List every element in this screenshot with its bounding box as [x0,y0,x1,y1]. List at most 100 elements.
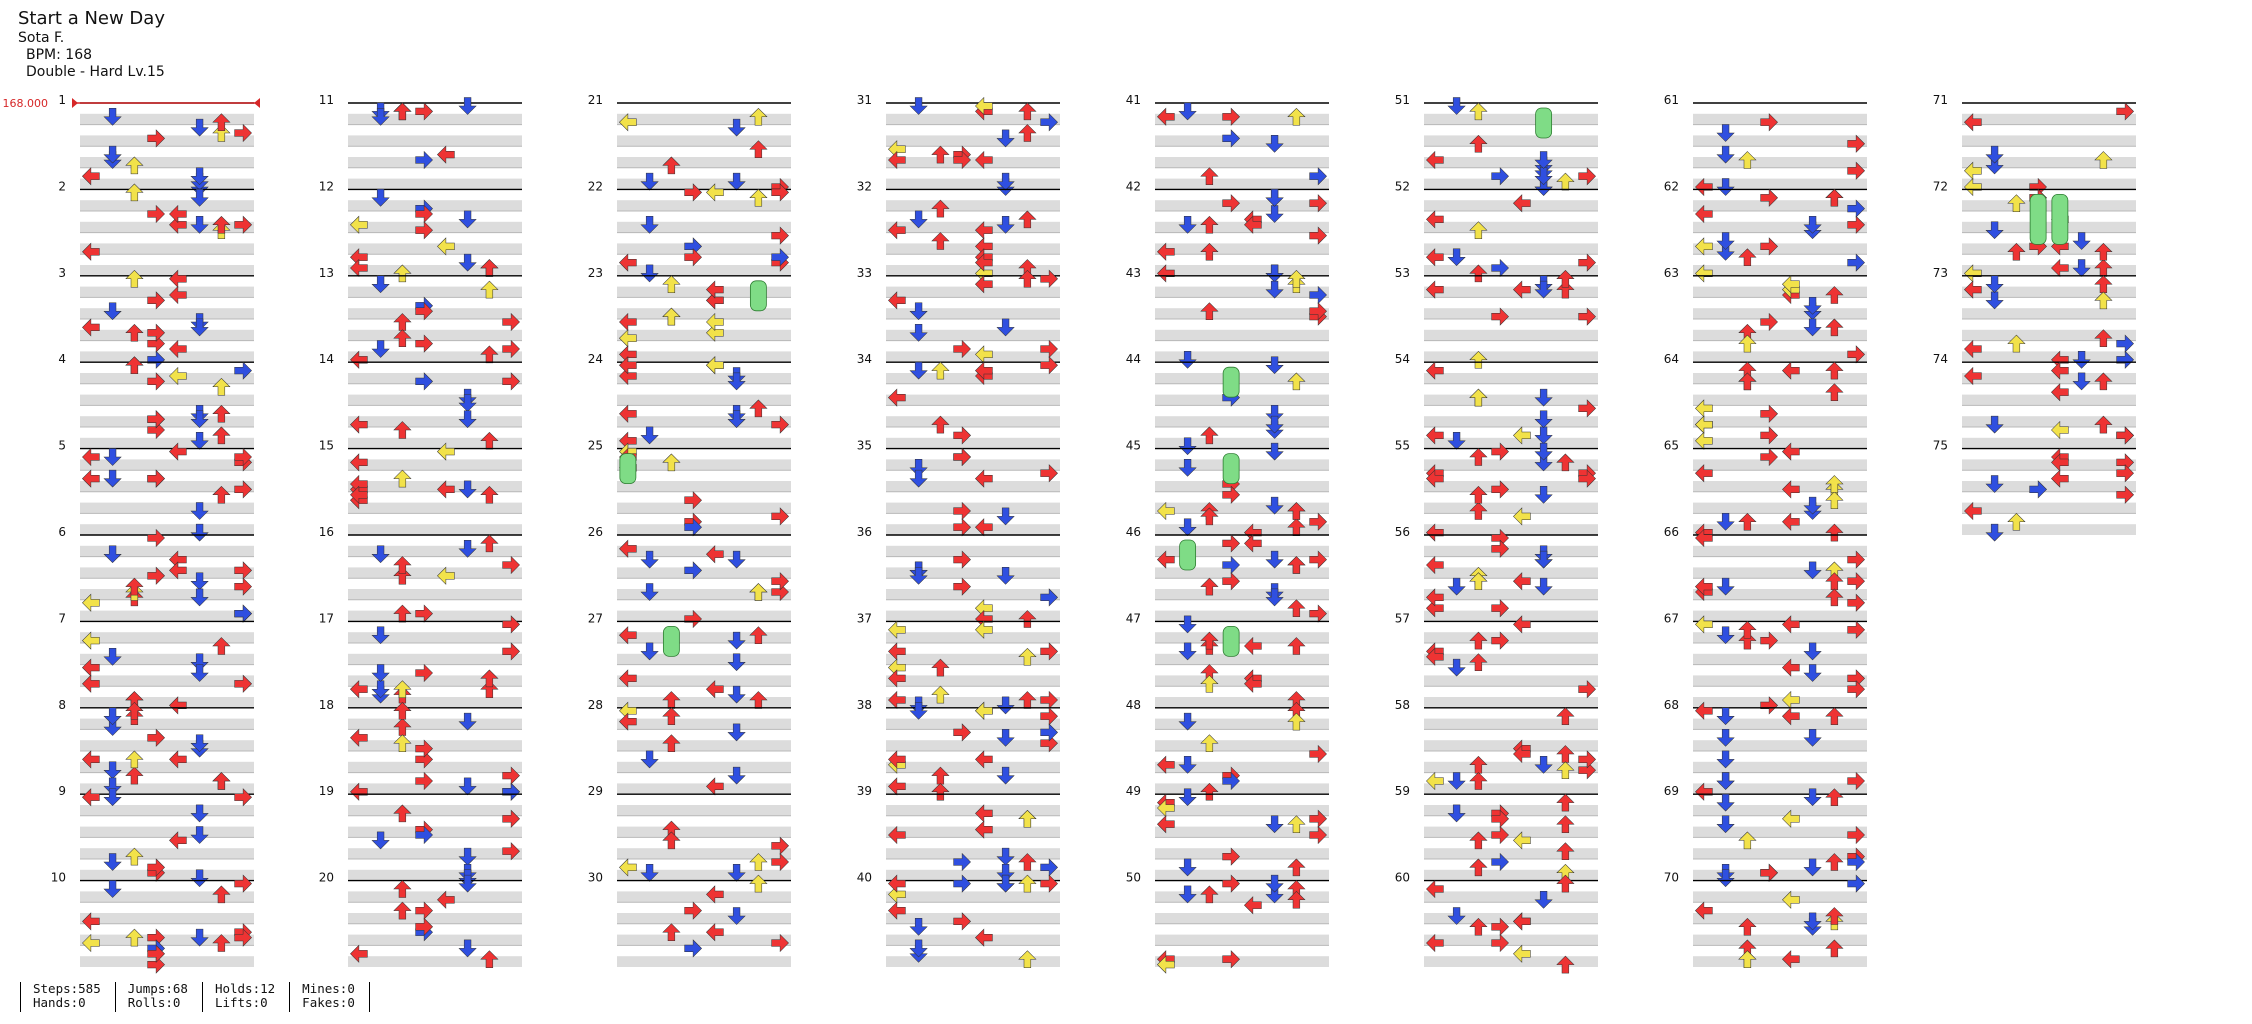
measure-number: 16 [319,525,334,539]
beat-stripe [80,459,254,471]
up-arrow [1469,448,1488,466]
measure: 31 [857,93,1060,196]
left-arrow [437,237,455,256]
up-arrow [1738,831,1757,850]
beat-stripe [80,848,254,859]
left-arrow [169,831,187,850]
left-arrow [1157,501,1175,521]
up-arrow [1200,167,1219,185]
left-arrow [1513,831,1531,850]
beat-stripe [1155,653,1329,665]
up-arrow [125,183,144,202]
left-arrow [1244,215,1262,234]
down-arrow [103,108,122,126]
down-arrow [103,469,122,488]
up-arrow [2007,242,2026,261]
up-arrow [480,669,499,688]
up-arrow [931,658,950,677]
left-arrow [888,388,906,407]
right-arrow [415,334,433,353]
measure-number: 46 [1126,525,1141,539]
up-arrow [212,772,231,790]
down-arrow [103,707,122,726]
down-arrow [1534,756,1553,774]
up-arrow [1287,858,1306,877]
beat-stripe [1424,135,1598,147]
down-arrow [103,777,122,796]
left-arrow [1426,280,1444,299]
left-arrow [82,593,100,612]
measure-number: 5 [58,439,66,453]
hold-note [1222,626,1240,657]
up-arrow [1287,502,1306,520]
left-arrow [975,96,993,116]
left-arrow [706,312,724,332]
measure: 32 [857,179,1060,283]
up-arrow [1469,631,1488,650]
beat-stripe [617,200,791,211]
up-arrow [2094,242,2113,261]
beat-stripe [617,113,791,125]
beat-stripe [1424,805,1598,816]
up-arrow [1469,485,1488,504]
stat-holds: Holds:12 [214,981,276,996]
measure: 68 [1664,698,1867,801]
measure: 73 [1933,266,2136,369]
beat-stripe [886,891,1060,903]
measure: 55 [1395,439,1598,542]
down-arrow [1803,318,1822,337]
left-arrow [1513,280,1531,299]
down-arrow [190,869,209,888]
left-arrow [975,620,993,639]
measure-number: 14 [319,352,334,366]
beat-stripe [80,481,254,492]
left-arrow [888,669,906,688]
bpm-start-marker [72,98,78,108]
beat-stripe [617,805,791,816]
stat-group-mines: Mines:0 Fakes:0 [289,982,369,1012]
right-arrow [234,561,252,580]
right-arrow [1760,426,1778,445]
left-arrow [1695,901,1713,920]
song-artist: Sota F. [18,30,65,46]
beat-stripe [886,783,1060,795]
beat-stripe [1962,502,2136,514]
up-arrow [1018,124,1037,142]
right-arrow [1578,167,1596,186]
down-arrow [1178,216,1197,234]
up-arrow [480,259,499,277]
down-arrow [727,685,746,704]
up-arrow [662,275,681,293]
right-arrow [1847,550,1865,569]
left-arrow [1426,879,1444,899]
right-arrow [1760,188,1778,207]
left-arrow [169,339,187,359]
measure: 56 [1395,525,1598,622]
left-arrow [975,275,993,294]
left-arrow [1426,555,1444,575]
beat-stripe [886,481,1060,492]
right-arrow [953,426,971,445]
right-arrow [147,291,165,310]
up-arrow [1738,151,1757,169]
beat-stripe [1424,265,1598,276]
beat-stripe [348,632,522,643]
beat-stripe [617,934,791,946]
measure: 24 [588,352,791,450]
down-arrow [996,847,1015,866]
measure: 8 [58,698,254,796]
beat-stripe [80,351,254,363]
right-arrow [684,248,702,267]
beat-stripe [1155,589,1329,600]
beat-stripe [1424,286,1598,298]
beat-stripe [886,459,1060,471]
measure: 63 [1664,266,1867,364]
right-arrow [1491,480,1509,499]
beat-stripe [1693,589,1867,600]
beat-stripe [1155,632,1329,643]
beat-stripe [1155,243,1329,255]
right-arrow [1491,809,1509,828]
down-arrow [1803,561,1822,580]
up-arrow [749,874,768,893]
beat-stripe [80,243,254,255]
